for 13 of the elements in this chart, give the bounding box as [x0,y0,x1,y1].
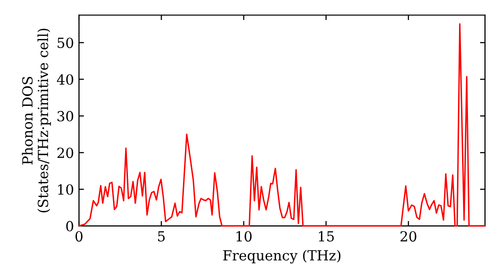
x-tick-label: 15 [318,231,334,242]
y-tick-label: 30 [58,110,74,122]
x-tick-label: 20 [400,231,416,242]
y-tick-label: 50 [58,38,74,48]
x-tick-label: 0 [75,231,82,242]
y-axis-title: Phonon DOS (States/THz·primitive cell) [22,28,51,212]
y-tick-label: 40 [56,74,74,85]
y-tick-label: 0 [66,220,74,232]
y-tick-label: 10 [58,184,74,195]
x-axis-title: Frequency (THz) [223,250,340,264]
x-tick-label: 5 [158,231,165,242]
y-tick-label: 20 [57,148,74,158]
x-tick-label: 10 [236,231,252,242]
